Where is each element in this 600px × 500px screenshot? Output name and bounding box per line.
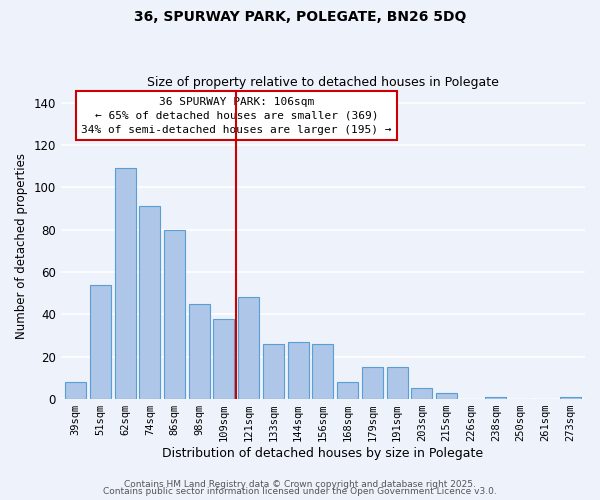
- Bar: [411, 388, 433, 399]
- Bar: [313, 344, 334, 399]
- Text: Contains HM Land Registry data © Crown copyright and database right 2025.: Contains HM Land Registry data © Crown c…: [124, 480, 476, 489]
- Bar: [238, 298, 259, 399]
- Bar: [65, 382, 86, 399]
- Bar: [337, 382, 358, 399]
- Bar: [386, 368, 407, 399]
- Bar: [90, 284, 111, 399]
- Bar: [189, 304, 210, 399]
- Bar: [362, 368, 383, 399]
- Bar: [214, 318, 235, 399]
- Bar: [436, 392, 457, 399]
- Bar: [287, 342, 308, 399]
- Bar: [485, 397, 506, 399]
- X-axis label: Distribution of detached houses by size in Polegate: Distribution of detached houses by size …: [163, 447, 484, 460]
- Bar: [560, 397, 581, 399]
- Text: 36 SPURWAY PARK: 106sqm
← 65% of detached houses are smaller (369)
34% of semi-d: 36 SPURWAY PARK: 106sqm ← 65% of detache…: [81, 96, 392, 134]
- Bar: [115, 168, 136, 399]
- Text: Contains public sector information licensed under the Open Government Licence v3: Contains public sector information licen…: [103, 488, 497, 496]
- Title: Size of property relative to detached houses in Polegate: Size of property relative to detached ho…: [147, 76, 499, 90]
- Text: 36, SPURWAY PARK, POLEGATE, BN26 5DQ: 36, SPURWAY PARK, POLEGATE, BN26 5DQ: [134, 10, 466, 24]
- Bar: [139, 206, 160, 399]
- Bar: [164, 230, 185, 399]
- Bar: [263, 344, 284, 399]
- Y-axis label: Number of detached properties: Number of detached properties: [15, 152, 28, 338]
